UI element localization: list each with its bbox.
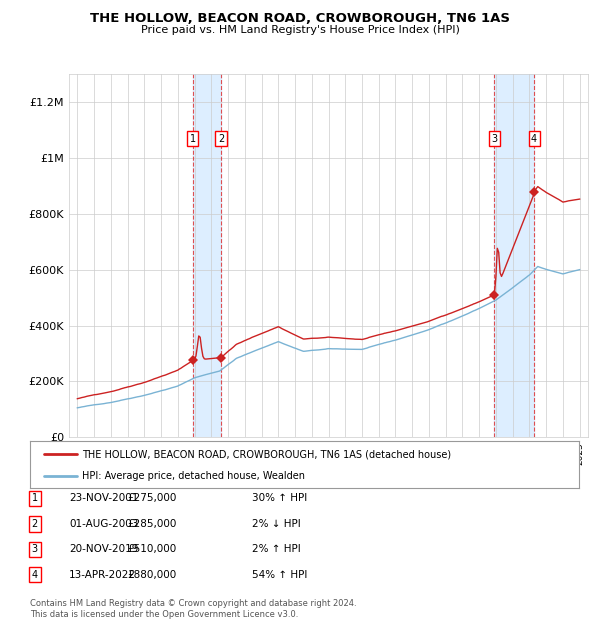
Bar xyxy=(494,74,534,437)
Text: 3: 3 xyxy=(32,544,38,554)
Text: 2% ↓ HPI: 2% ↓ HPI xyxy=(252,519,301,529)
Text: 4: 4 xyxy=(531,133,537,144)
Text: 23-NOV-2001: 23-NOV-2001 xyxy=(69,494,139,503)
Text: 30% ↑ HPI: 30% ↑ HPI xyxy=(252,494,307,503)
Text: 2: 2 xyxy=(218,133,224,144)
Text: 13-APR-2022: 13-APR-2022 xyxy=(69,570,136,580)
Text: £880,000: £880,000 xyxy=(128,570,177,580)
Text: Price paid vs. HM Land Registry's House Price Index (HPI): Price paid vs. HM Land Registry's House … xyxy=(140,25,460,35)
Text: THE HOLLOW, BEACON ROAD, CROWBOROUGH, TN6 1AS: THE HOLLOW, BEACON ROAD, CROWBOROUGH, TN… xyxy=(90,12,510,25)
Text: £275,000: £275,000 xyxy=(128,494,177,503)
Text: 3: 3 xyxy=(491,133,497,144)
Text: £285,000: £285,000 xyxy=(128,519,177,529)
Text: 01-AUG-2003: 01-AUG-2003 xyxy=(69,519,139,529)
Text: 1: 1 xyxy=(190,133,196,144)
Text: 54% ↑ HPI: 54% ↑ HPI xyxy=(252,570,307,580)
Text: 1: 1 xyxy=(32,494,38,503)
Text: 2% ↑ HPI: 2% ↑ HPI xyxy=(252,544,301,554)
Text: Contains HM Land Registry data © Crown copyright and database right 2024.
This d: Contains HM Land Registry data © Crown c… xyxy=(30,600,356,619)
Text: 2: 2 xyxy=(32,519,38,529)
Text: HPI: Average price, detached house, Wealden: HPI: Average price, detached house, Weal… xyxy=(82,471,305,481)
Text: 20-NOV-2019: 20-NOV-2019 xyxy=(69,544,139,554)
Text: THE HOLLOW, BEACON ROAD, CROWBOROUGH, TN6 1AS (detached house): THE HOLLOW, BEACON ROAD, CROWBOROUGH, TN… xyxy=(82,450,451,459)
Bar xyxy=(193,74,221,437)
Text: 4: 4 xyxy=(32,570,38,580)
Text: £510,000: £510,000 xyxy=(128,544,177,554)
